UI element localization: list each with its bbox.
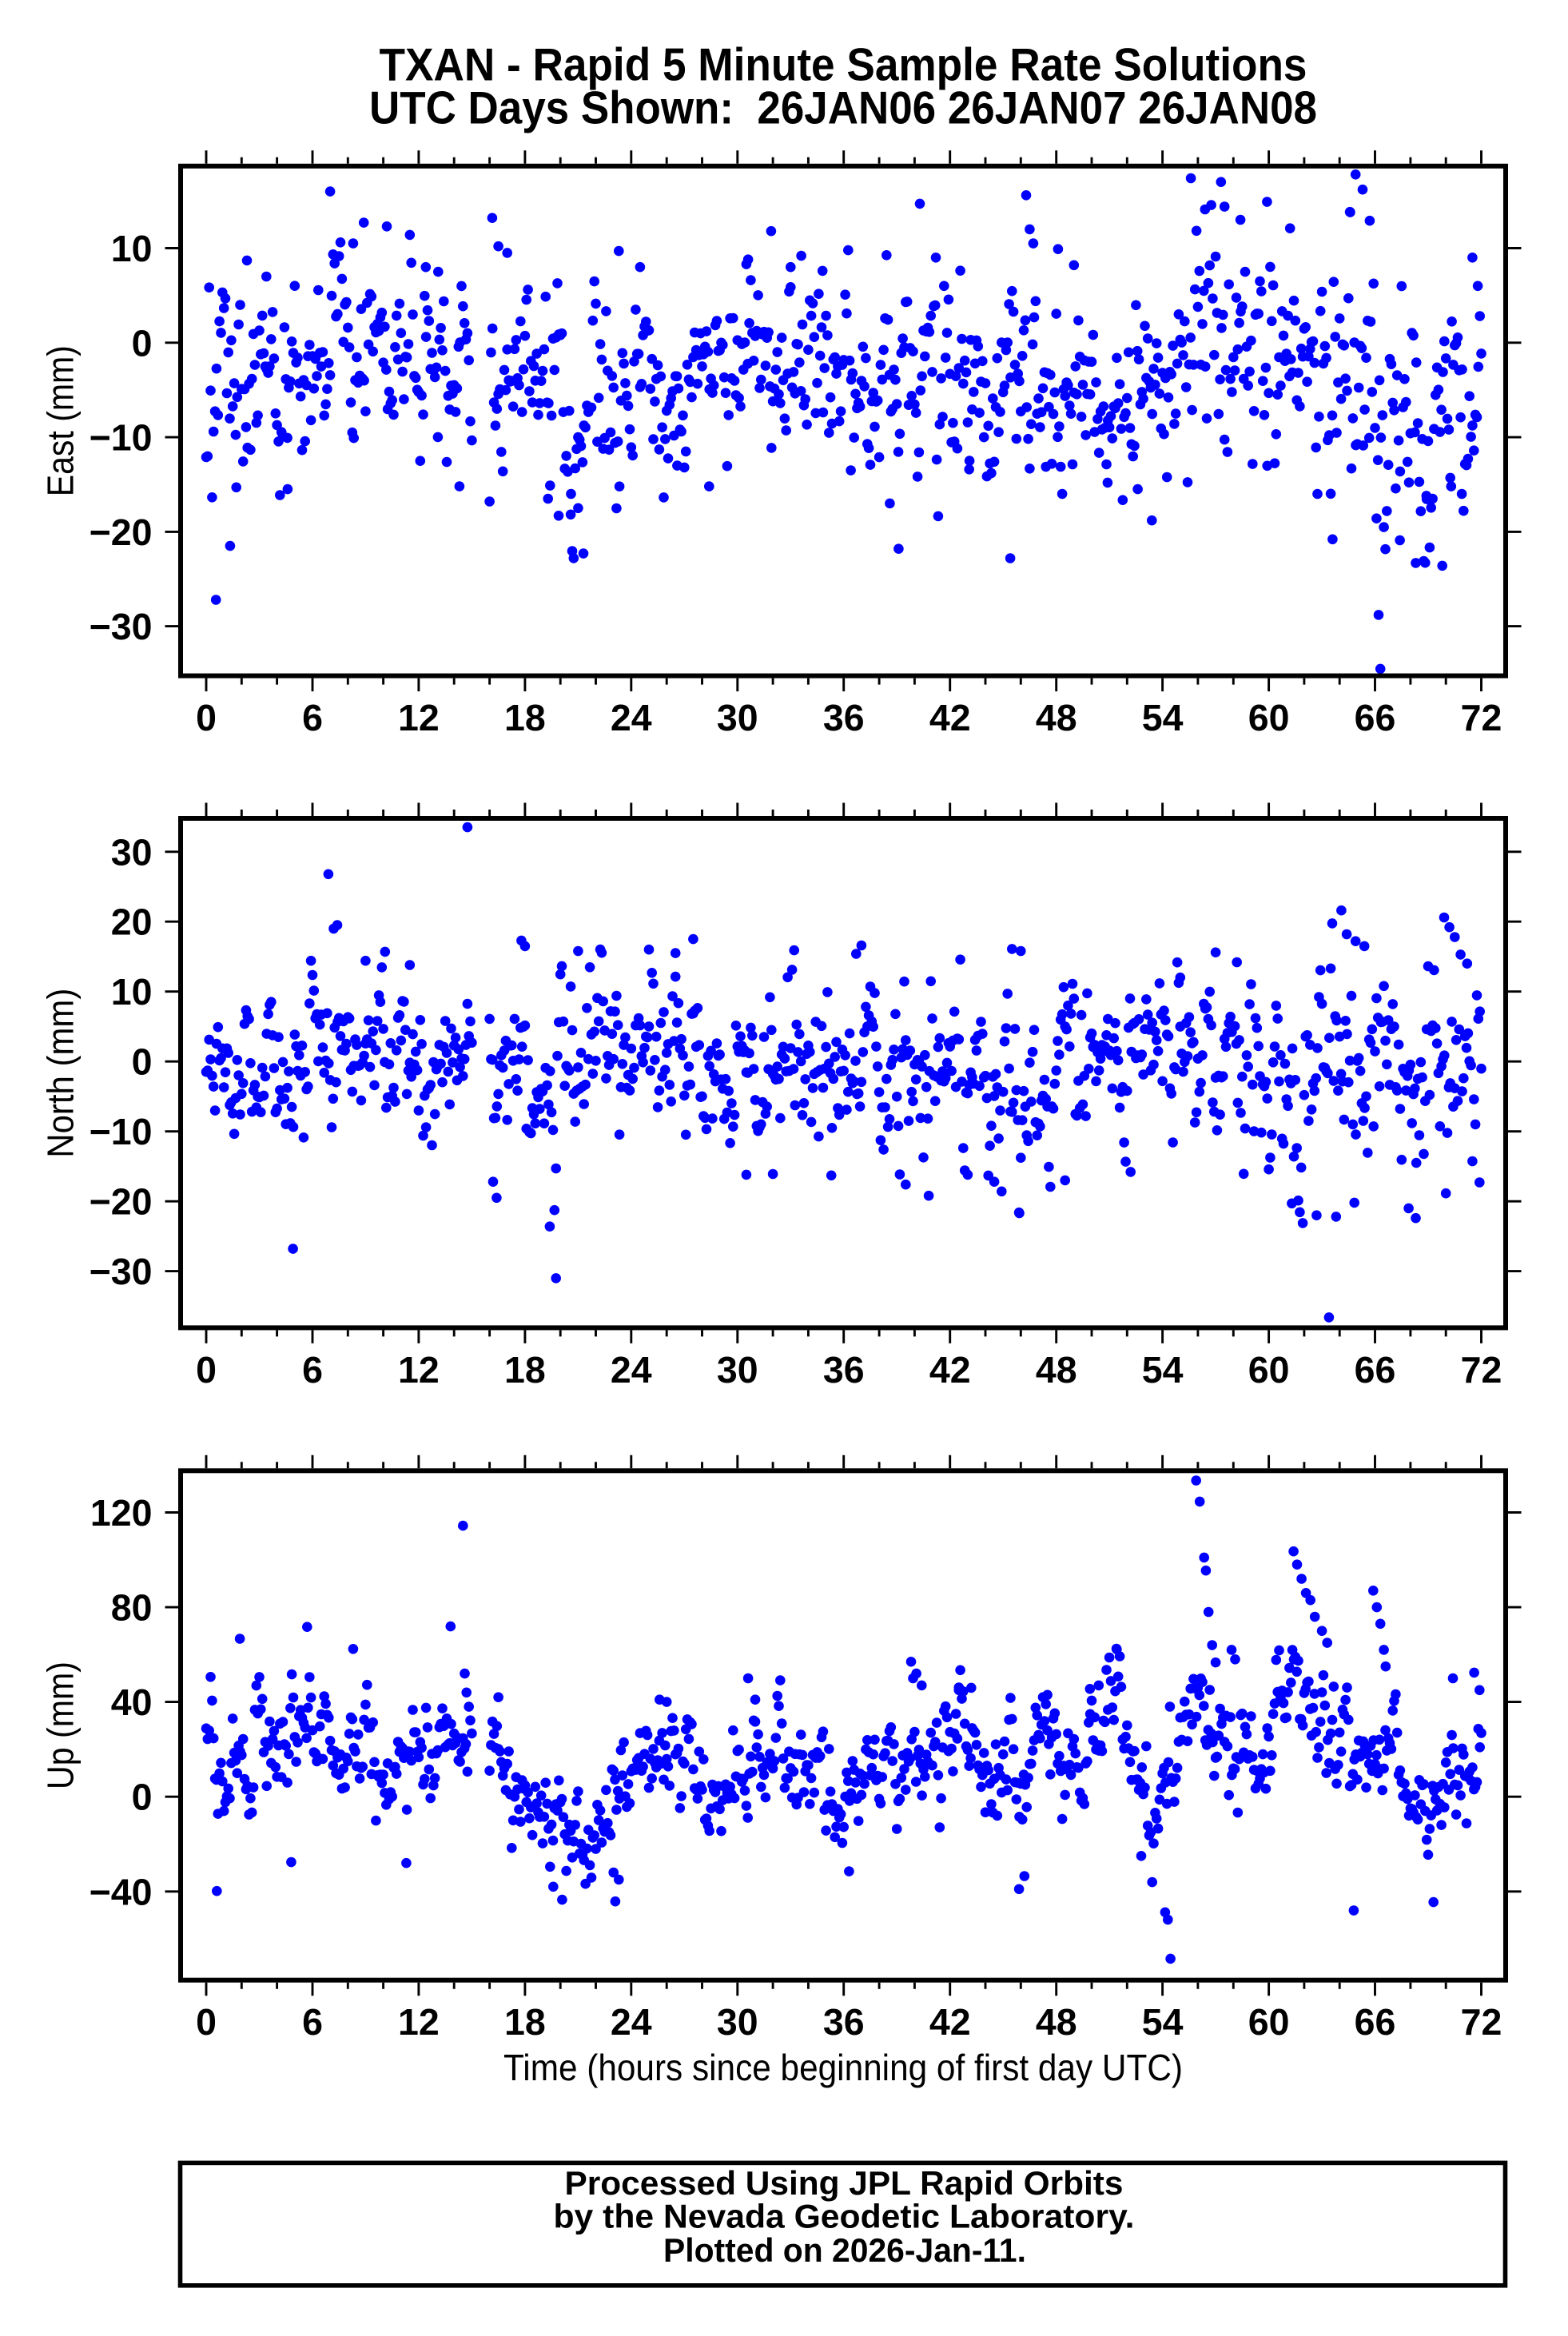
svg-text:0: 0: [196, 1349, 217, 1391]
svg-text:60: 60: [1248, 1349, 1290, 1391]
svg-text:24: 24: [611, 1349, 652, 1391]
svg-text:42: 42: [929, 697, 971, 738]
svg-text:6: 6: [302, 2001, 323, 2043]
svg-text:54: 54: [1142, 2001, 1184, 2043]
svg-text:120: 120: [90, 1492, 153, 1534]
svg-text:6: 6: [302, 697, 323, 738]
svg-text:30: 30: [717, 2001, 758, 2043]
svg-text:60: 60: [1248, 697, 1290, 738]
svg-text:18: 18: [504, 1349, 546, 1391]
svg-text:36: 36: [823, 697, 865, 738]
svg-text:0: 0: [132, 1777, 153, 1818]
svg-text:66: 66: [1355, 1349, 1396, 1391]
svg-text:72: 72: [1461, 1349, 1502, 1391]
svg-text:30: 30: [111, 831, 153, 873]
svg-text:30: 30: [717, 697, 758, 738]
svg-text:−30: −30: [90, 1251, 153, 1292]
svg-text:66: 66: [1355, 2001, 1396, 2043]
svg-text:48: 48: [1036, 2001, 1077, 2043]
svg-text:30: 30: [717, 1349, 758, 1391]
svg-text:72: 72: [1461, 2001, 1502, 2043]
svg-text:20: 20: [111, 901, 153, 943]
svg-text:48: 48: [1036, 1349, 1077, 1391]
svg-text:80: 80: [111, 1587, 153, 1629]
svg-text:54: 54: [1142, 697, 1184, 738]
svg-text:18: 18: [504, 697, 546, 738]
svg-text:12: 12: [398, 697, 440, 738]
svg-text:−30: −30: [90, 606, 153, 647]
svg-text:40: 40: [111, 1681, 153, 1723]
svg-text:North (mm): North (mm): [40, 989, 82, 1158]
svg-text:24: 24: [611, 697, 652, 738]
svg-text:36: 36: [823, 1349, 865, 1391]
svg-text:−10: −10: [90, 417, 153, 459]
svg-text:0: 0: [196, 2001, 217, 2043]
svg-text:TXAN - Rapid 5 Minute Sample R: TXAN - Rapid 5 Minute Sample Rate Soluti…: [380, 40, 1307, 91]
svg-text:36: 36: [823, 2001, 865, 2043]
svg-text:UTC Days Shown: 26JAN06 26JAN: UTC Days Shown: 26JAN06 26JAN07 26JAN08: [369, 83, 1317, 134]
svg-text:by the Nevada Geodetic Laborat: by the Nevada Geodetic Laboratory.: [554, 2198, 1135, 2235]
svg-text:48: 48: [1036, 697, 1077, 738]
svg-text:42: 42: [929, 2001, 971, 2043]
svg-text:Plotted on 2026-Jan-11.: Plotted on 2026-Jan-11.: [663, 2231, 1026, 2269]
svg-text:10: 10: [111, 971, 153, 1013]
svg-text:12: 12: [398, 1349, 440, 1391]
svg-text:−20: −20: [90, 511, 153, 553]
svg-text:12: 12: [398, 2001, 440, 2043]
svg-text:42: 42: [929, 1349, 971, 1391]
svg-text:Processed Using JPL Rapid Orbi: Processed Using JPL Rapid Orbits: [565, 2164, 1124, 2202]
svg-text:0: 0: [132, 1041, 153, 1083]
svg-text:60: 60: [1248, 2001, 1290, 2043]
svg-text:72: 72: [1461, 697, 1502, 738]
svg-text:Up (mm): Up (mm): [40, 1661, 82, 1789]
svg-text:24: 24: [611, 2001, 652, 2043]
svg-text:−20: −20: [90, 1181, 153, 1223]
svg-text:0: 0: [196, 697, 217, 738]
svg-text:0: 0: [132, 322, 153, 364]
svg-text:−10: −10: [90, 1111, 153, 1152]
svg-text:6: 6: [302, 1349, 323, 1391]
svg-text:−40: −40: [90, 1871, 153, 1912]
svg-text:18: 18: [504, 2001, 546, 2043]
svg-text:54: 54: [1142, 1349, 1184, 1391]
svg-text:66: 66: [1355, 697, 1396, 738]
svg-text:East (mm): East (mm): [40, 345, 82, 496]
svg-text:10: 10: [111, 228, 153, 269]
svg-text:Time (hours since beginning of: Time (hours since beginning of first day…: [503, 2047, 1183, 2088]
